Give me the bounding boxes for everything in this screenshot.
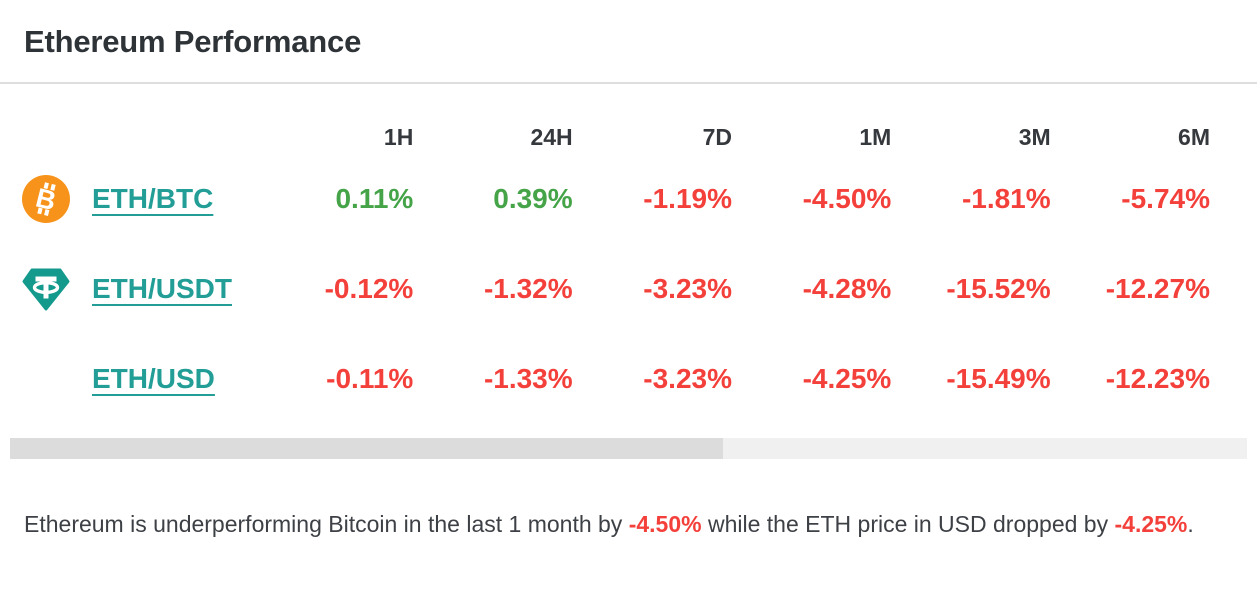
pct-eth-usd-7d: -3.23% — [643, 363, 732, 394]
summary-part3: . — [1187, 511, 1194, 537]
table-row: ETH/USD -0.11% -1.33% -3.23% -4.25% -15.… — [22, 334, 1210, 424]
column-header-7d: 7D — [702, 123, 732, 150]
pct-eth-usdt-24h: -1.32% — [483, 273, 573, 304]
table-header-row: 1H 24H 7D 1M 3M 6M — [22, 120, 1210, 154]
summary-text: Ethereum is underperforming Bitcoin in t… — [0, 501, 1257, 547]
title-bar: Ethereum Performance — [0, 0, 1257, 60]
pair-link-eth-usdt[interactable]: ETH/USDT — [92, 273, 232, 304]
pct-eth-usd-6m: -12.23% — [1105, 363, 1210, 394]
pct-eth-btc-24h: 0.39% — [493, 183, 573, 214]
pct-eth-usd-1m: -4.25% — [802, 363, 892, 394]
pct-eth-btc-7d: -1.19% — [643, 183, 732, 214]
pct-eth-usd-24h: -1.33% — [483, 363, 573, 394]
pct-eth-btc-6m: -5.74% — [1121, 183, 1210, 214]
pct-eth-btc-1h: 0.11% — [335, 183, 414, 214]
pair-link-eth-btc[interactable]: ETH/BTC — [92, 183, 214, 214]
pct-eth-btc-3m: -1.81% — [961, 183, 1051, 214]
pct-eth-usdt-1m: -4.28% — [802, 273, 892, 304]
pct-eth-usd-1h: -0.11% — [326, 363, 414, 394]
tether-icon — [22, 265, 70, 313]
table-row: B ETH/BTC 0.11% 0.39% -1.19% -4.50% -1.8… — [22, 154, 1210, 244]
pct-eth-usdt-6m: -12.27% — [1105, 273, 1210, 304]
pair-cell: B ETH/BTC — [22, 175, 254, 223]
summary-part2: while the ETH price in USD dropped by — [701, 511, 1115, 537]
usa-flag-icon — [22, 355, 70, 403]
pct-eth-usdt-3m: -15.52% — [946, 273, 1051, 304]
performance-table: 1H 24H 7D 1M 3M 6M — [0, 120, 1257, 424]
column-header-6m: 6M — [1178, 123, 1210, 150]
table-row: ETH/USDT -0.12% -1.32% -3.23% -4.28% -15… — [22, 244, 1210, 334]
column-header-3m: 3M — [1018, 123, 1051, 150]
pct-eth-usdt-7d: -3.23% — [643, 273, 732, 304]
summary-highlight-1m: -4.50% — [628, 511, 702, 537]
summary-highlight-usd: -4.25% — [1114, 511, 1188, 537]
table-body: B ETH/BTC 0.11% 0.39% -1.19% -4.50% -1.8… — [22, 154, 1210, 424]
horizontal-scrollbar-track[interactable] — [10, 438, 1247, 459]
pair-cell: ETH/USDT — [22, 265, 254, 313]
summary-part1: Ethereum is underperforming Bitcoin in t… — [24, 511, 629, 537]
page-title: Ethereum Performance — [24, 24, 362, 59]
pct-eth-usdt-1h: -0.12% — [324, 273, 414, 304]
pair-cell: ETH/USD — [22, 355, 254, 403]
bitcoin-icon: B — [22, 175, 70, 223]
pct-eth-usd-3m: -15.49% — [946, 363, 1051, 394]
pair-link-eth-usd[interactable]: ETH/USD — [92, 363, 215, 394]
column-header-1m: 1M — [859, 123, 892, 150]
column-header-24h: 24H — [530, 123, 573, 150]
divider — [0, 82, 1257, 84]
pct-eth-btc-1m: -4.50% — [802, 183, 892, 214]
horizontal-scrollbar-thumb[interactable] — [10, 438, 723, 459]
column-header-1h: 1H — [383, 123, 414, 150]
